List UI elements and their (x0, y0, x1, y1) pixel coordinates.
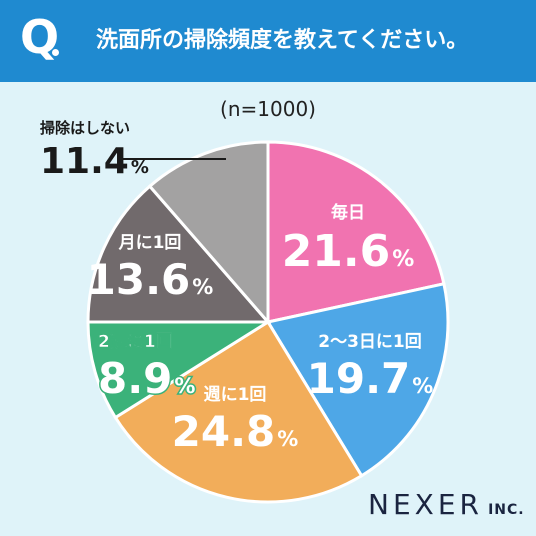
slice-label: 掃除はしない (40, 119, 130, 137)
question-title: 洗面所の掃除頻度を教えてください。 (96, 28, 469, 53)
question-header: Q 洗面所の掃除頻度を教えてください。 (0, 0, 536, 82)
slice-value: 8.9% (98, 354, 195, 403)
slice-value: 11.4% (40, 141, 149, 182)
chart-subtitle: (n=1000) (220, 97, 316, 121)
pie-slice (265, 282, 450, 478)
pie-slice (86, 184, 272, 324)
pie-slices (86, 140, 450, 504)
slice-label: 毎日 (331, 202, 365, 223)
slice-label: 週に1回 (204, 385, 267, 405)
pie-slice (147, 140, 270, 327)
nexer-logo: NEXER INC. (368, 488, 525, 521)
pie-slice (266, 140, 446, 324)
brand-name: NEXER (368, 488, 483, 521)
question-q-dot (52, 49, 59, 56)
slice-label: 月に1回 (118, 233, 182, 253)
pie-slice (86, 320, 274, 420)
slice-label: 2〜3日に1回 (318, 332, 422, 352)
slice-value: 19.7% (307, 354, 434, 403)
brand-suffix: INC. (488, 502, 525, 518)
slice-value: 24.8% (172, 407, 299, 456)
slice-value: 21.6% (282, 226, 415, 277)
pie-slice (113, 319, 364, 504)
slice-label: 2週に1回 (98, 332, 173, 352)
slice-value: 13.6% (87, 255, 214, 304)
